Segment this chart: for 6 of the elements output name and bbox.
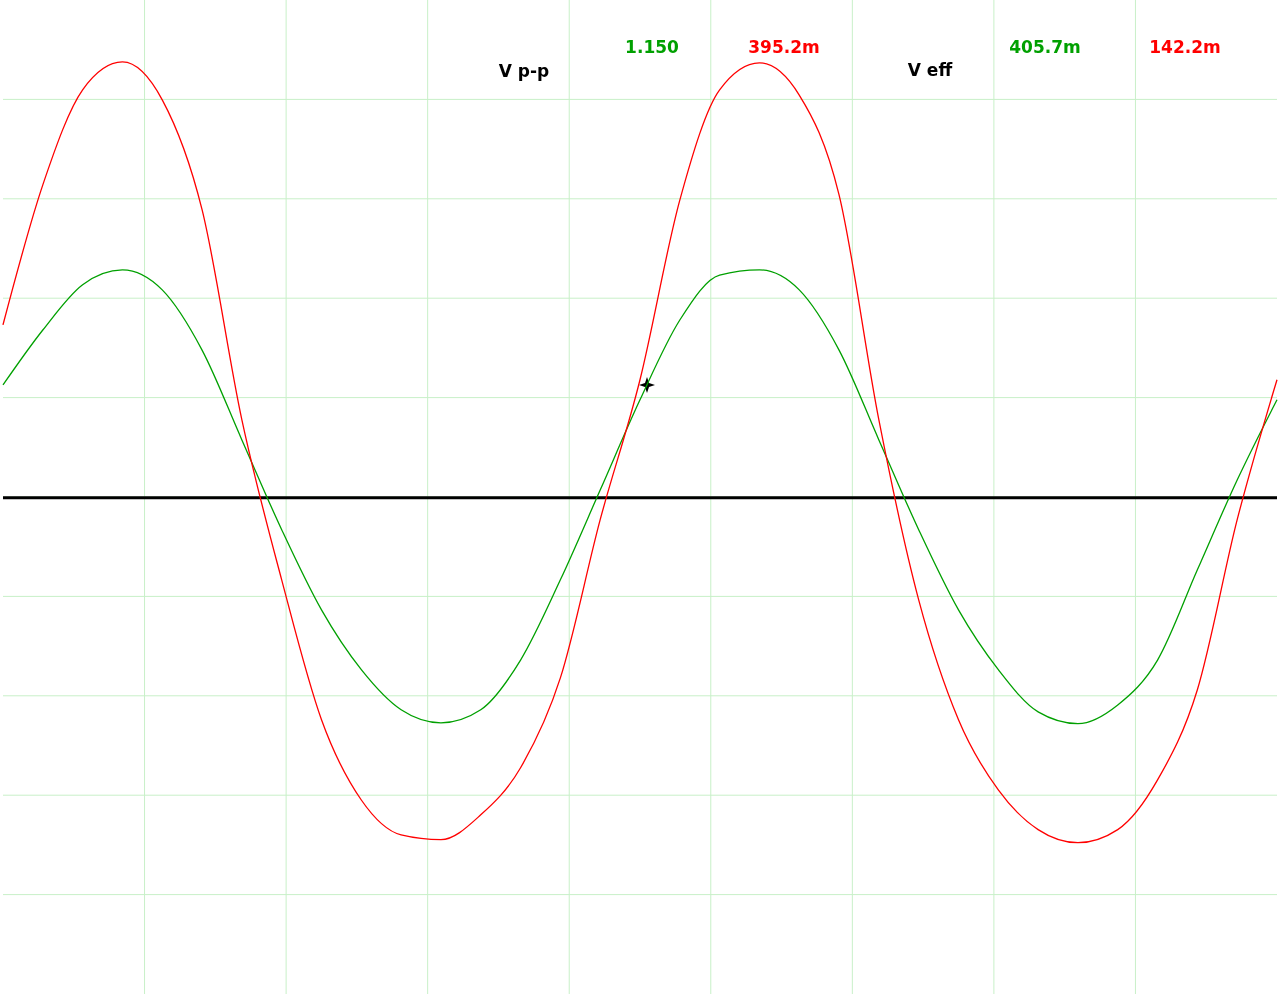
annotation: V p-p <box>498 61 550 81</box>
text: 405.7m <box>1009 37 1081 57</box>
text: 1.150 <box>625 37 680 57</box>
text: 395.2m <box>748 37 820 57</box>
annotation: V eff <box>907 60 953 80</box>
text: 142.2m <box>1149 37 1221 57</box>
